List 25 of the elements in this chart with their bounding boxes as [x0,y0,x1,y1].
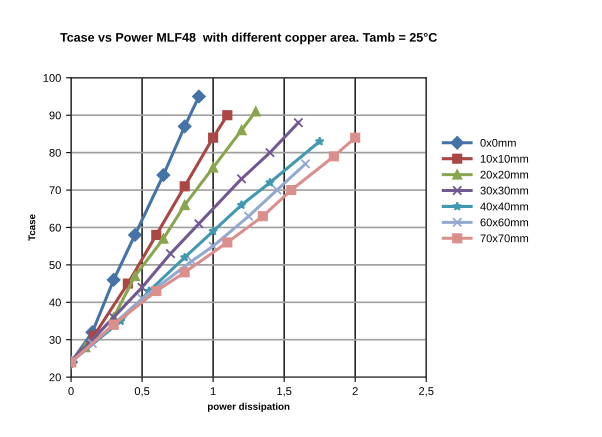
x-tick-label: 0 [68,387,74,396]
y-tick-label: 20 [50,373,61,382]
y-tick-label: 70 [50,186,61,194]
y-tick-label: 30 [49,336,61,344]
x-tick-label: 2 [352,387,358,395]
legend-label: 30x30mm [480,186,528,195]
chart-title: Tcase vs Power MLF48 with different copper area. Tamb = 25°C [60,32,437,44]
legend-label: 20x20mm [480,170,528,179]
legend-label: 70x70mm [480,234,528,242]
y-tick-label: 80 [49,148,61,157]
y-tick-label: 40 [49,298,61,306]
x-tick-label: 1,5 [277,387,292,396]
y-axis-title: Tcase [28,214,36,241]
y-tick-label: 60 [50,224,61,232]
legend-label: 0x0mm [480,138,516,147]
x-tick-label: 0,5 [134,387,150,396]
x-tick-label: 1 [210,387,216,395]
x-axis-title: power dissipation [208,402,290,412]
y-tick-label: 50 [49,261,61,270]
legend-label: 10x10mm [480,154,528,163]
legend-label: 40x40mm [480,202,528,210]
legend-label: 60x60mm [480,218,528,226]
y-tick-label: 90 [49,111,61,120]
x-tick-label: 2,5 [419,387,434,396]
y-tick-label: 100 [44,74,61,82]
